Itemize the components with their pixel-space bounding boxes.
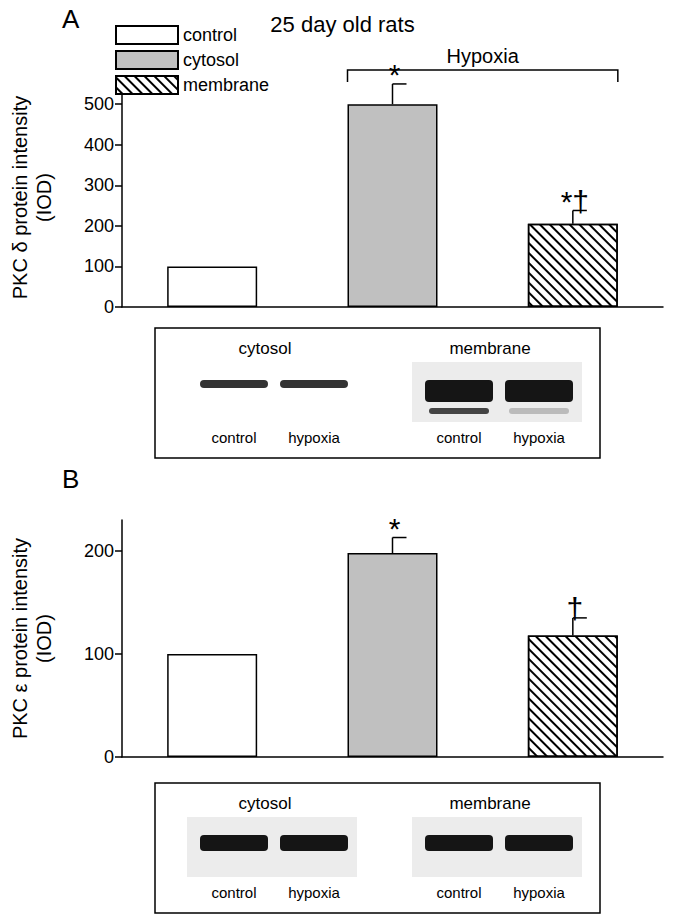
svg-text:200: 200 <box>84 541 114 561</box>
svg-text:A: A <box>62 4 80 34</box>
svg-text:control: control <box>436 429 481 446</box>
svg-text:*: * <box>389 512 401 545</box>
svg-text:25 day old rats: 25 day old rats <box>270 12 414 37</box>
svg-text:control: control <box>436 884 481 901</box>
svg-text:membrane: membrane <box>183 75 269 95</box>
svg-text:0: 0 <box>104 747 114 767</box>
svg-text:300: 300 <box>84 175 114 195</box>
svg-text:cytosol: cytosol <box>239 339 292 358</box>
svg-text:200: 200 <box>84 216 114 236</box>
svg-text:†: † <box>566 592 583 625</box>
svg-text:100: 100 <box>84 644 114 664</box>
svg-text:membrane: membrane <box>449 339 530 358</box>
svg-text:100: 100 <box>84 256 114 276</box>
svg-text:control: control <box>183 25 237 45</box>
svg-text:hypoxia: hypoxia <box>513 884 565 901</box>
svg-text:PKC ε protein intensity: PKC ε protein intensity <box>9 538 31 739</box>
svg-text:B: B <box>62 464 79 494</box>
svg-text:cytosol: cytosol <box>183 50 239 70</box>
svg-text:*†: *† <box>561 185 589 218</box>
svg-text:0: 0 <box>104 297 114 317</box>
svg-text:400: 400 <box>84 135 114 155</box>
svg-text:hypoxia: hypoxia <box>288 429 340 446</box>
svg-text:PKC δ protein intensity: PKC δ protein intensity <box>9 96 31 299</box>
svg-text:Hypoxia: Hypoxia <box>447 45 520 67</box>
svg-text:500: 500 <box>84 94 114 114</box>
svg-text:(IOD): (IOD) <box>33 173 55 222</box>
svg-text:*: * <box>389 58 401 91</box>
svg-text:control: control <box>211 884 256 901</box>
svg-text:cytosol: cytosol <box>239 794 292 813</box>
svg-text:control: control <box>211 429 256 446</box>
svg-text:membrane: membrane <box>449 794 530 813</box>
svg-text:hypoxia: hypoxia <box>288 884 340 901</box>
svg-text:hypoxia: hypoxia <box>513 429 565 446</box>
svg-text:(IOD): (IOD) <box>33 614 55 663</box>
